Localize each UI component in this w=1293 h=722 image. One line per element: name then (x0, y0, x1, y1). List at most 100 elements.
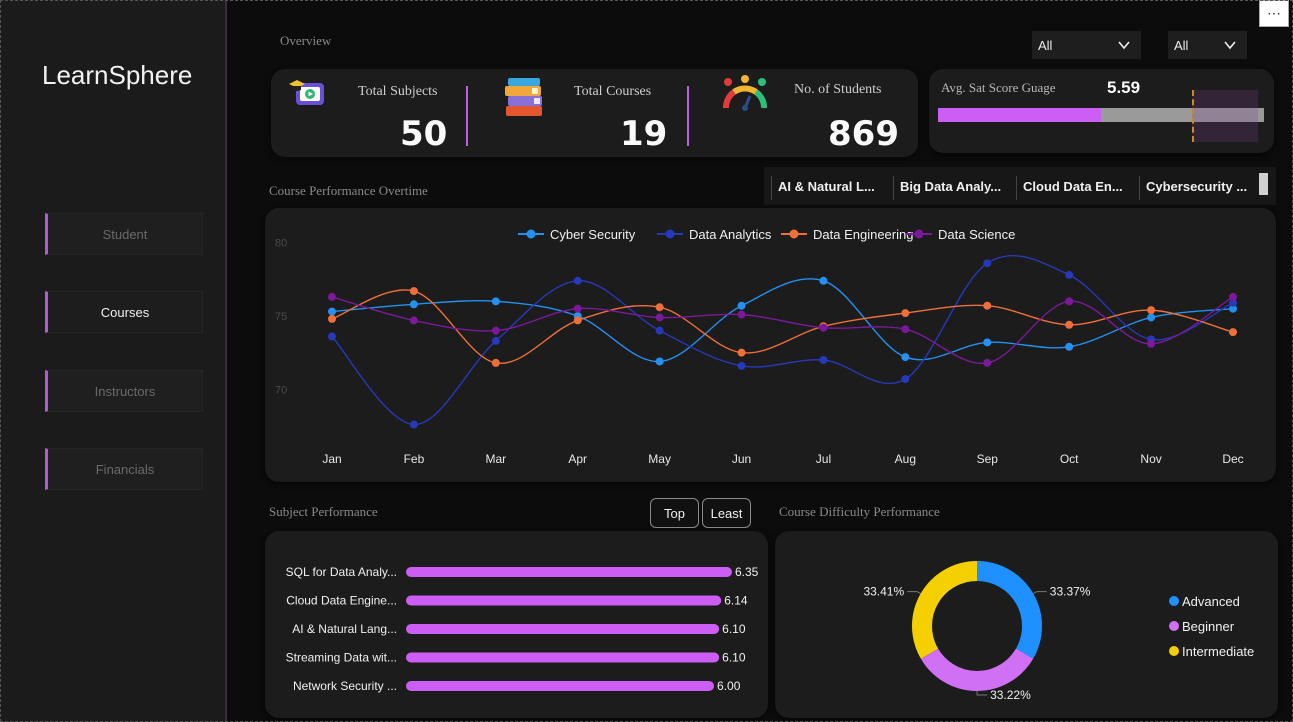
least-toggle-button[interactable]: Least (702, 498, 751, 528)
x-tick-label: Apr (568, 452, 587, 466)
data-point (1229, 292, 1237, 301)
chevron-down-icon (1118, 41, 1130, 50)
donut-value-label: 33.22% (990, 688, 1031, 702)
bar (406, 624, 720, 634)
y-tick-label: 70 (275, 384, 287, 396)
data-point (655, 326, 664, 335)
data-point (901, 309, 910, 318)
data-point (1229, 328, 1237, 337)
data-point (983, 338, 992, 347)
legend-marker (526, 229, 536, 239)
data-point (737, 301, 746, 310)
legend-marker (665, 229, 675, 239)
data-point (1229, 304, 1237, 313)
x-tick-label: Mar (485, 452, 506, 466)
kpi-courses-label: Total Courses (574, 84, 652, 99)
overview-title: Overview (280, 33, 332, 48)
legend-marker (914, 229, 924, 239)
nav-courses[interactable]: Courses (45, 291, 203, 333)
kpi-divider (687, 86, 689, 146)
data-point (1065, 270, 1074, 279)
data-point (409, 300, 418, 309)
legend-marker (1169, 621, 1179, 631)
line-chart: 70 75 80 Jan Feb Mar Apr May Jun Jul Aug Sep Oct Nov D… (275, 227, 1244, 466)
books-stack-icon (505, 78, 542, 116)
kpi-divider (466, 86, 468, 146)
donut-leader-line (907, 591, 921, 595)
kpi-card (271, 69, 918, 157)
data-point (409, 287, 418, 296)
data-point (655, 303, 664, 312)
data-point (983, 259, 992, 268)
donut-leader-line (976, 690, 988, 696)
x-tick-label: Jun (732, 452, 751, 466)
course-tab-ai[interactable]: AI & Natural L... (771, 176, 875, 200)
gauge-value: 5.59 (1107, 78, 1141, 97)
data-point (491, 336, 500, 345)
bar-value-label: 6.10 (722, 622, 746, 636)
y-tick-label: 75 (275, 311, 287, 323)
bar (406, 567, 732, 577)
x-tick-label: Oct (1060, 452, 1079, 466)
chevron-down-icon (1224, 41, 1236, 50)
data-point (819, 323, 828, 332)
more-options-button[interactable]: ⋯ (1259, 0, 1289, 27)
kpi-subjects-value: 50 (400, 114, 448, 154)
course-tab-cloud[interactable]: Cloud Data En... (1016, 176, 1123, 200)
x-tick-label: Jan (322, 452, 341, 466)
filter-select-2[interactable]: All (1168, 31, 1247, 59)
legend-label: Advanced (1182, 594, 1240, 609)
gauge-label: Avg. Sat Score Guage (941, 80, 1056, 95)
donut-value-label: 33.41% (863, 585, 904, 599)
nav-instructors[interactable]: Instructors (45, 370, 203, 412)
data-point (819, 276, 828, 285)
data-point (573, 304, 582, 313)
legend-label: Beginner (1182, 619, 1235, 634)
x-tick-label: Jul (816, 452, 831, 466)
course-tabs-strip (764, 167, 1276, 205)
filter-select-1[interactable]: All (1032, 31, 1141, 59)
data-point (983, 358, 992, 367)
bar-category-label: Cloud Data Engine... (286, 594, 397, 608)
donut-leader-line (1033, 591, 1047, 594)
nav-financials[interactable]: Financials (45, 448, 203, 490)
bar-category-label: SQL for Data Analy... (286, 565, 397, 579)
donut-title: Course Difficulty Performance (779, 504, 940, 519)
bar-category-label: AI & Natural Lang... (292, 622, 397, 636)
data-point (409, 420, 418, 429)
data-point (573, 276, 582, 285)
kpi-courses-value: 19 (620, 114, 668, 154)
gauge-target-zone (1192, 90, 1259, 142)
filter-1-value: All (1038, 37, 1053, 53)
data-point (1065, 297, 1074, 306)
data-point (1065, 320, 1074, 329)
legend-label: Data Analytics (689, 227, 772, 242)
data-point (328, 307, 336, 316)
course-tab-bigdata[interactable]: Big Data Analy... (893, 176, 1001, 200)
gauge-fill (938, 108, 1101, 122)
legend-marker (789, 229, 799, 239)
bar-value-label: 6.14 (724, 594, 748, 608)
x-tick-label: Sep (977, 452, 999, 466)
course-tab-cyber[interactable]: Cybersecurity ... (1139, 176, 1247, 200)
gauge-target-marker (1192, 90, 1195, 142)
bar-value-label: 6.35 (735, 565, 759, 579)
bar-category-label: Streaming Data wit... (286, 651, 397, 665)
nav-student[interactable]: Student (45, 213, 203, 255)
y-tick-label: 80 (275, 238, 287, 250)
data-point (901, 353, 910, 362)
line-chart-card (265, 208, 1276, 482)
video-lesson-icon (289, 80, 324, 105)
x-tick-label: May (648, 452, 671, 466)
data-point (573, 316, 582, 325)
data-point (901, 325, 910, 334)
data-point (1147, 339, 1156, 348)
data-point (655, 313, 664, 322)
data-point (328, 292, 336, 301)
legend-label: Data Science (938, 227, 1015, 242)
data-point (819, 356, 828, 364)
bar-value-label: 6.10 (722, 651, 746, 665)
donut-slice-intermediate (912, 561, 978, 659)
top-toggle-button[interactable]: Top (650, 498, 699, 528)
tabs-scrollbar[interactable] (1259, 173, 1268, 195)
